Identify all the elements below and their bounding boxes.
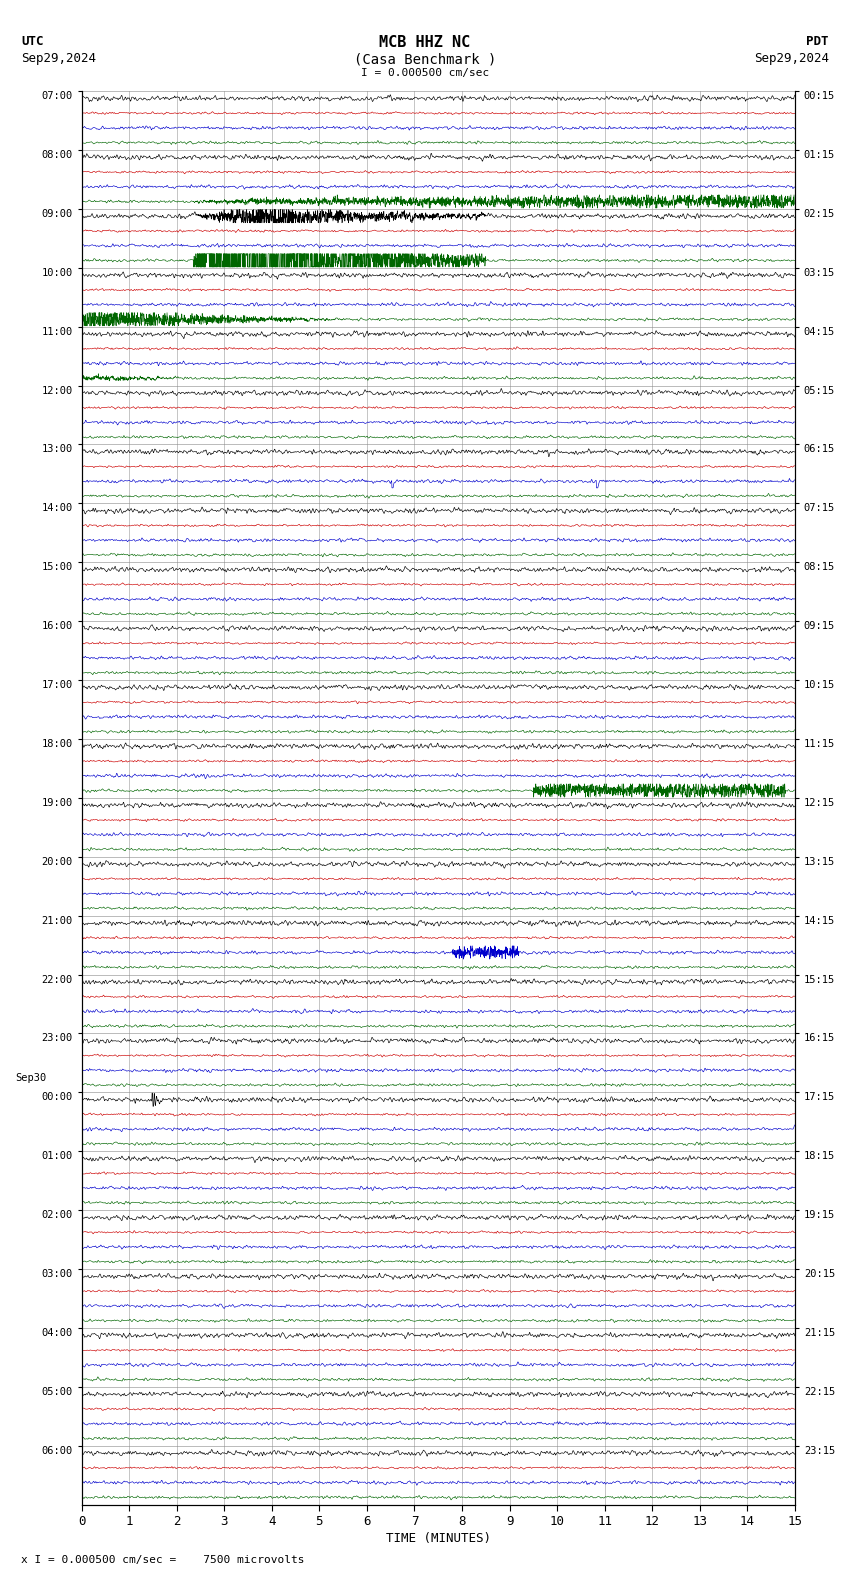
Text: I = 0.000500 cm/sec: I = 0.000500 cm/sec — [361, 68, 489, 78]
Text: x I = 0.000500 cm/sec =    7500 microvolts: x I = 0.000500 cm/sec = 7500 microvolts — [21, 1555, 305, 1565]
Text: Sep29,2024: Sep29,2024 — [21, 52, 96, 65]
Text: MCB HHZ NC: MCB HHZ NC — [379, 35, 471, 49]
Text: Sep29,2024: Sep29,2024 — [754, 52, 829, 65]
X-axis label: TIME (MINUTES): TIME (MINUTES) — [386, 1532, 490, 1546]
Text: Sep30: Sep30 — [15, 1074, 46, 1083]
Text: (Casa Benchmark ): (Casa Benchmark ) — [354, 52, 496, 67]
Text: UTC: UTC — [21, 35, 43, 48]
Text: PDT: PDT — [807, 35, 829, 48]
